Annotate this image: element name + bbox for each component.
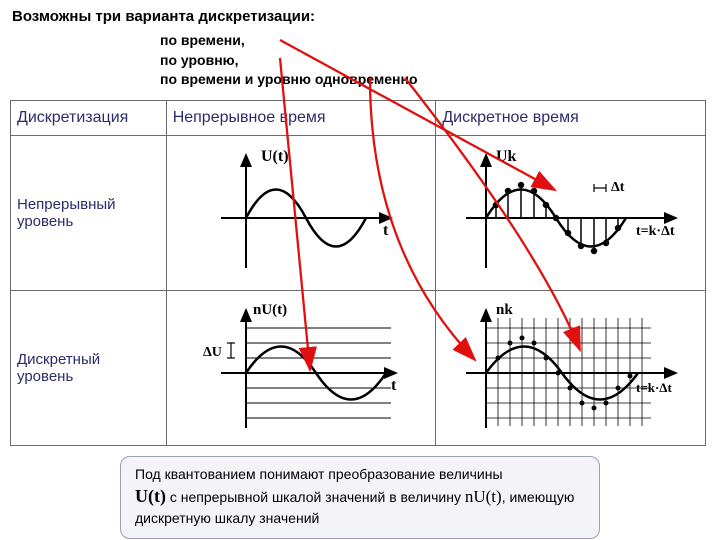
note-nut: nU(t)	[465, 487, 502, 506]
th-col2: Дискретное время	[436, 100, 706, 135]
th-col1: Непрерывное время	[166, 100, 436, 135]
note-ut: U(t)	[135, 486, 166, 506]
th-corner: Дискретизация	[11, 100, 167, 135]
option-time: по времени,	[160, 31, 720, 51]
c11-xlabel: t	[383, 222, 389, 239]
note-box: Под квантованием понимают преобразование…	[120, 456, 600, 539]
chart-cont-disc: ΔU nU(t) t	[166, 290, 436, 445]
page-title: Возможны три варианта дискретизации:	[0, 0, 720, 29]
note-mid: с непрерывной шкалой значений в величину	[166, 489, 465, 505]
discretization-table: Дискретизация Непрерывное время Дискретн…	[10, 100, 706, 446]
option-both: по времени и уровню одновременно	[160, 70, 720, 90]
row1-label: Непрерывный уровень	[11, 135, 167, 290]
c21-ylabel: nU(t)	[253, 302, 287, 318]
c11-ylabel: U(t)	[261, 148, 289, 165]
chart-disc-disc: nk t=k·Δt	[436, 290, 706, 445]
option-level: по уровню,	[160, 51, 720, 71]
c21-xlabel: t	[391, 377, 397, 394]
note-prefix: Под квантованием понимают преобразование…	[135, 466, 503, 482]
chart-c22: nk t=k·Δt	[446, 298, 696, 438]
c12-dt: Δt	[611, 180, 625, 195]
c22-xlabel: t=k·Δt	[636, 380, 672, 395]
c21-du: ΔU	[203, 345, 222, 360]
chart-cont-cont: U(t) t	[166, 135, 436, 290]
c22-ylabel: nk	[496, 302, 513, 318]
c12-ylabel: Uk	[496, 148, 517, 165]
c12-xlabel: t=k·Δt	[636, 224, 675, 239]
options-list: по времени, по уровню, по времени и уров…	[0, 29, 720, 98]
chart-c11: U(t) t	[191, 143, 411, 283]
chart-c21: ΔU nU(t) t	[191, 298, 411, 438]
chart-disc-cont: Δt Uk t=k·Δt	[436, 135, 706, 290]
chart-c12: Δt Uk t=k·Δt	[446, 143, 696, 283]
row2-label: Дискретный уровень	[11, 290, 167, 445]
